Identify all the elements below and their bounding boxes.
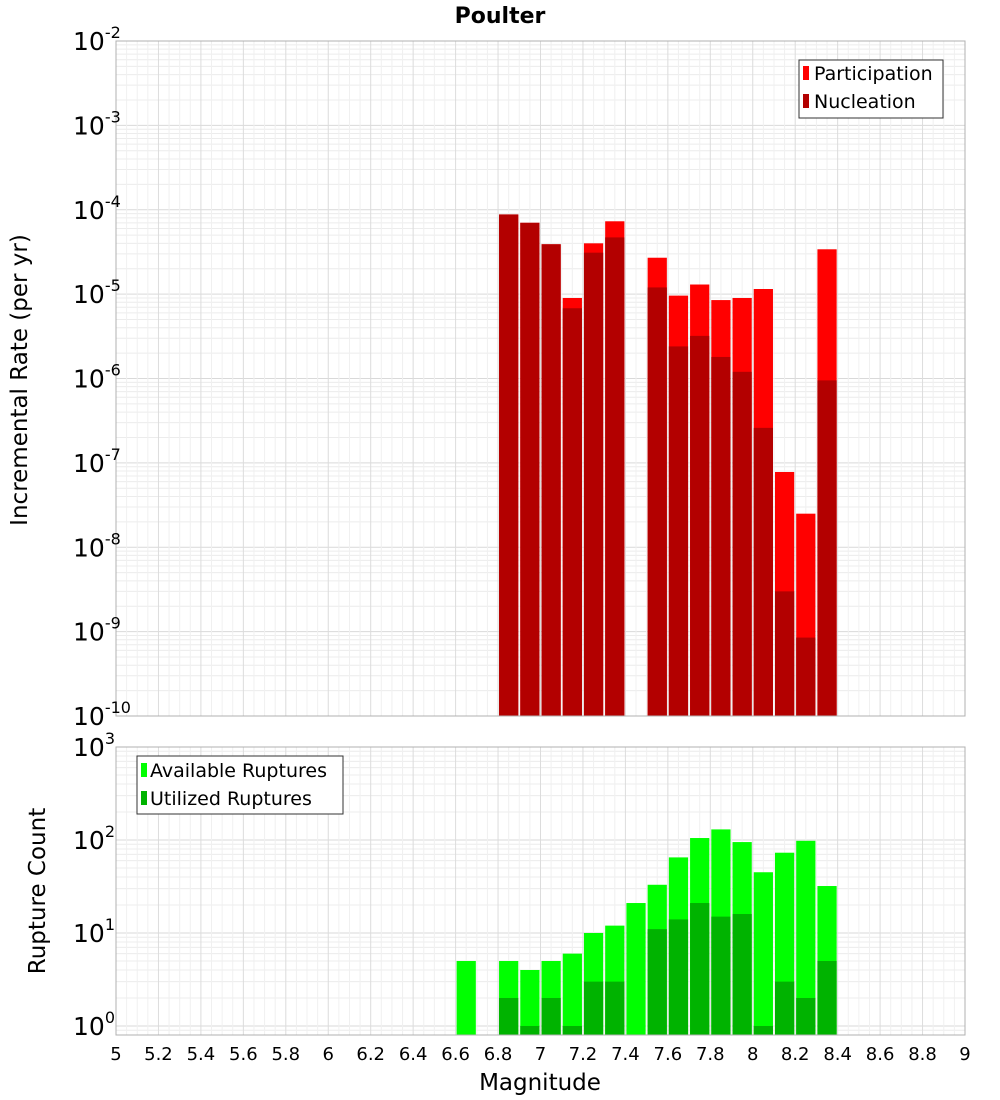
bottom-plot-frame <box>115 746 966 1036</box>
bottom-y-tick-labels: 103 102 101 100 <box>73 729 115 1041</box>
x-axis-label: Magnitude <box>479 1070 601 1096</box>
top-plot-frame <box>115 40 966 717</box>
bottom-bar-utilized-ruptures <box>647 929 667 1035</box>
top-grid <box>115 40 966 717</box>
bottom-bar-utilized-ruptures <box>562 1025 582 1035</box>
bottom-bar-utilized-ruptures <box>605 981 625 1035</box>
bottom-y-axis-label: Rupture Count <box>25 808 51 974</box>
top-y-tick-label: 10-5 <box>73 276 121 309</box>
x-tick-label: 5.2 <box>144 1044 173 1065</box>
top-bar-nucleation <box>817 380 837 716</box>
legend-label-nucleation: Nucleation <box>814 91 916 113</box>
top-bar-nucleation <box>499 214 519 717</box>
top-bar-nucleation <box>690 335 710 716</box>
top-bar-nucleation <box>668 346 689 716</box>
top-y-tick-label: 10-4 <box>73 192 121 225</box>
x-tick-label: 7.8 <box>696 1044 725 1065</box>
x-tick-label: 8.2 <box>781 1044 810 1065</box>
x-tick-label: 5.4 <box>187 1044 216 1065</box>
x-tick-label: 9 <box>959 1044 970 1065</box>
top-y-tick-label: 10-8 <box>73 529 121 562</box>
x-tick-label: 6.2 <box>356 1044 385 1065</box>
chart-title: Poulter <box>455 4 546 29</box>
top-bar-nucleation <box>774 591 795 716</box>
bottom-bar-available-ruptures <box>456 960 476 1035</box>
bottom-y-tick-label: 101 <box>73 915 115 948</box>
legend-label-utilized: Utilized Ruptures <box>150 788 312 810</box>
bottom-bar-available-ruptures <box>796 840 816 1035</box>
top-y-tick-label: 10-9 <box>73 614 121 647</box>
top-bar-nucleation <box>753 427 773 716</box>
top-bar-nucleation <box>711 356 731 716</box>
bottom-bar-utilized-ruptures <box>774 981 795 1035</box>
top-bar-nucleation <box>520 222 540 716</box>
bottom-legend-box <box>136 755 344 815</box>
bottom-bar-available-ruptures <box>562 953 582 1035</box>
top-bars <box>499 214 837 717</box>
x-tick-label: 8.4 <box>823 1044 852 1065</box>
bottom-bar-utilized-ruptures <box>753 1025 773 1035</box>
legend-swatch-participation <box>803 66 809 80</box>
top-y-tick-label: 10-6 <box>73 361 121 394</box>
top-bar-nucleation <box>562 308 582 716</box>
x-tick-label: 8.8 <box>908 1044 937 1065</box>
x-tick-label: 5.6 <box>229 1044 258 1065</box>
bottom-bar-available-ruptures <box>520 969 540 1035</box>
top-y-tick-label: 10-7 <box>73 445 121 478</box>
bottom-bar-available-ruptures <box>753 872 773 1035</box>
x-tick-labels: 5 5.2 5.4 5.6 5.8 6 6.2 6.4 6.6 6.8 7 7.2 7.4 7.6 7.8 8… <box>110 1044 970 1065</box>
top-bar-nucleation <box>605 237 625 716</box>
top-y-axis-label: Incremental Rate (per yr) <box>7 234 33 526</box>
x-tick-label: 6.4 <box>399 1044 428 1065</box>
bottom-bar-utilized-ruptures <box>732 914 752 1035</box>
top-y-tick-label: 10-2 <box>73 23 121 56</box>
bottom-bars <box>456 829 837 1035</box>
legend-label-participation: Participation <box>814 63 933 85</box>
top-y-tick-label: 10-3 <box>73 107 121 140</box>
top-bar-nucleation <box>541 244 561 717</box>
bottom-y-tick-label: 103 <box>73 729 115 762</box>
top-bar-nucleation <box>583 252 604 716</box>
legend-label-available: Available Ruptures <box>150 760 327 782</box>
bottom-bar-utilized-ruptures <box>817 960 837 1035</box>
x-tick-label: 6.8 <box>484 1044 513 1065</box>
bottom-bar-available-ruptures <box>626 903 646 1035</box>
bottom-bar-utilized-ruptures <box>711 916 731 1035</box>
legend-swatch-nucleation <box>803 94 809 108</box>
x-tick-label: 7.2 <box>569 1044 598 1065</box>
bottom-legend: Available Ruptures Utilized Ruptures <box>136 755 344 815</box>
bottom-bar-utilized-ruptures <box>668 919 689 1035</box>
legend-swatch-utilized <box>141 791 147 805</box>
x-tick-label: 8.6 <box>866 1044 895 1065</box>
legend-swatch-available <box>141 763 147 777</box>
x-tick-label: 6 <box>323 1044 334 1065</box>
top-y-tick-label: 10-10 <box>73 698 131 731</box>
bottom-bar-utilized-ruptures <box>690 903 710 1035</box>
bottom-bar-utilized-ruptures <box>796 997 816 1035</box>
top-bar-nucleation <box>732 371 752 716</box>
top-bar-nucleation <box>647 287 667 716</box>
top-bar-nucleation <box>796 637 816 716</box>
top-y-tick-labels: 10-2 10-3 10-4 10-5 10-6 10-7 10-8 10-9 10-10 <box>73 23 131 731</box>
bottom-bar-utilized-ruptures <box>583 981 604 1035</box>
x-tick-label: 6.6 <box>441 1044 470 1065</box>
bottom-y-tick-label: 100 <box>73 1008 115 1041</box>
bottom-bar-utilized-ruptures <box>541 997 561 1035</box>
top-legend-box <box>798 59 944 119</box>
x-tick-label: 7.4 <box>611 1044 640 1065</box>
x-tick-label: 5.8 <box>271 1044 300 1065</box>
x-tick-label: 7.6 <box>654 1044 683 1065</box>
x-tick-label: 7 <box>535 1044 546 1065</box>
bottom-y-tick-label: 102 <box>73 822 115 855</box>
x-tick-label: 8 <box>747 1044 758 1065</box>
bottom-bar-utilized-ruptures <box>520 1025 540 1035</box>
x-tick-label: 5 <box>110 1044 121 1065</box>
top-legend: Participation Nucleation <box>798 59 944 119</box>
bottom-bar-utilized-ruptures <box>499 997 519 1035</box>
